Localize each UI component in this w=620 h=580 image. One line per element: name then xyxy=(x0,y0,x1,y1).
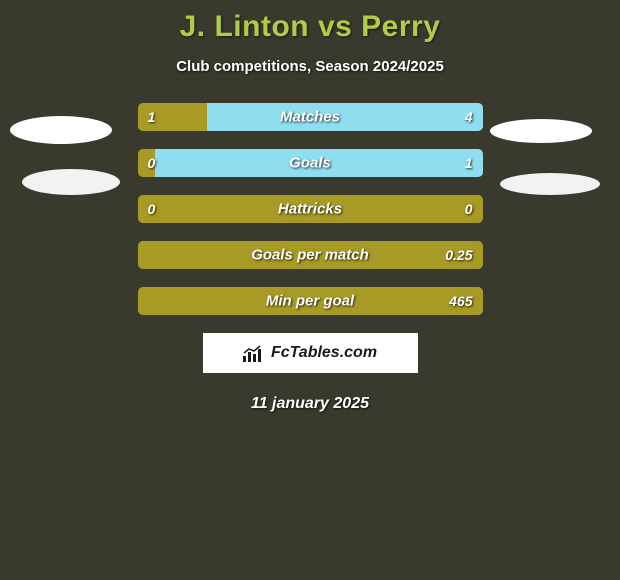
branding-text: FcTables.com xyxy=(271,344,377,362)
page-title: J. Linton vs Perry xyxy=(0,10,620,44)
stat-bar: Matches1 4 xyxy=(138,103,483,131)
stat-bar: Hattricks0 0 xyxy=(138,195,483,223)
decorative-ellipse xyxy=(500,173,600,195)
stat-label: Goals xyxy=(138,155,483,172)
stat-label: Goals per match xyxy=(138,247,483,264)
stat-value-left: 0 xyxy=(148,155,156,171)
stat-value-left: 1 xyxy=(148,109,156,125)
stat-bar: Goals0 1 xyxy=(138,149,483,177)
chart-icon xyxy=(243,344,265,362)
stat-value-right: 0 xyxy=(465,201,473,217)
decorative-ellipse xyxy=(22,169,120,195)
stat-label: Matches xyxy=(138,109,483,126)
branding-banner[interactable]: FcTables.com xyxy=(203,333,418,373)
date-label: 11 january 2025 xyxy=(0,395,620,413)
decorative-ellipse xyxy=(490,119,592,143)
stat-value-right: 0.25 xyxy=(445,247,472,263)
stat-bar: Min per goal465 xyxy=(138,287,483,315)
stat-value-right: 4 xyxy=(465,109,473,125)
stat-value-right: 465 xyxy=(449,293,472,309)
stat-value-right: 1 xyxy=(465,155,473,171)
stats-area: Matches14Goals01Hattricks00Goals per mat… xyxy=(0,103,620,315)
stat-label: Hattricks xyxy=(138,201,483,218)
stat-bar: Goals per match0.25 xyxy=(138,241,483,269)
decorative-ellipse xyxy=(10,116,112,144)
stat-value-left: 0 xyxy=(148,201,156,217)
stat-label: Min per goal xyxy=(138,293,483,310)
subtitle: Club competitions, Season 2024/2025 xyxy=(0,58,620,75)
